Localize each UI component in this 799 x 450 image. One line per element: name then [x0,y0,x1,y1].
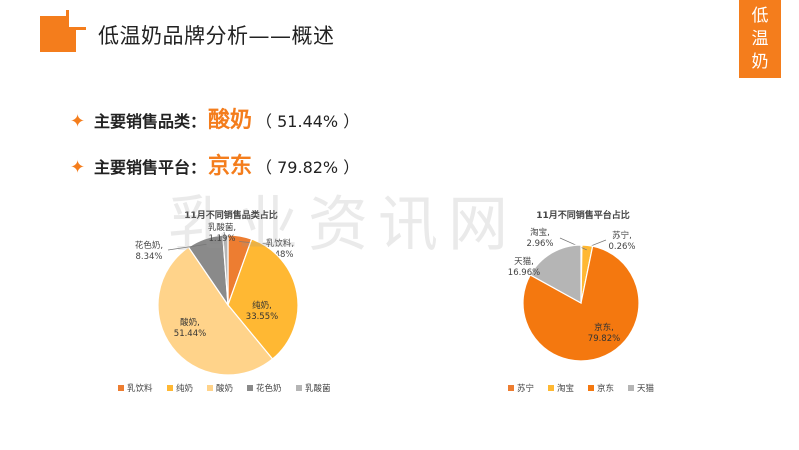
corner-tag-char: 温 [751,29,769,49]
leader-line [223,231,226,241]
highlight-category: ✦ 主要销售品类： 酸奶 （ 51.44% ） [70,102,360,133]
legend-label: 苏宁 [517,383,534,394]
page-title: 低温奶品牌分析——概述 [98,24,335,48]
slice-label: 花色奶, 8.34% [135,240,163,262]
legend-label: 乳酸菌 [305,383,331,394]
legend-swatch [118,385,124,391]
title-logo-notch [66,10,86,30]
legend-swatch [508,385,514,391]
legend-label: 花色奶 [256,383,282,394]
legend-swatch [207,385,213,391]
corner-tag: 低 温 奶 [739,0,781,78]
highlight-value: 京东 [208,154,253,179]
slice-label: 天猫, 16.96% [508,256,540,278]
chart-title: 11月不同销售平台占比 [536,209,630,221]
corner-tag-char: 奶 [751,52,769,72]
legend-swatch [247,385,253,391]
star-bullet-icon: ✦ [70,111,86,132]
legend-label: 纯奶 [176,383,193,394]
pie-slice-纯奶 [227,238,299,360]
legend-swatch [548,385,554,391]
legend-swatch [296,385,302,391]
leader-line [559,237,587,251]
highlight-value: 酸奶 [208,108,253,133]
highlight-percent: （ 51.44% ） [256,112,360,131]
leader-line [167,243,207,251]
highlight-platform: ✦ 主要销售平台： 京东 （ 79.82% ） [70,148,360,179]
highlight-percent: （ 79.82% ） [256,158,360,177]
legend-label: 京东 [597,383,614,394]
highlight-label: 主要销售平台： [94,158,207,177]
slice-label: 京东, 79.82% [588,322,620,344]
legend-swatch [167,385,173,391]
corner-tag-char: 低 [751,6,769,26]
chart-title: 11月不同销售品类占比 [184,209,278,221]
highlight-label: 主要销售品类： [94,112,207,131]
pie-slice-天猫 [529,244,582,305]
star-bullet-icon: ✦ [70,157,86,178]
slice-label: 纯奶, 33.55% [246,300,278,322]
pie-slice-乳酸菌 [222,234,229,306]
legend-label: 乳饮料 [127,383,153,394]
slice-label: 酸奶, 51.44% [174,317,206,339]
pie-slice-酸奶 [157,246,274,376]
legend-swatch [588,385,594,391]
legend-label: 酸奶 [216,383,233,394]
legend-label: 天猫 [637,383,655,394]
slice-label: 淘宝, 2.96% [526,227,553,249]
legend-label: 淘宝 [557,383,574,394]
legend-swatch [628,385,634,391]
slice-label: 乳饮料, 5.48% [266,238,294,260]
slice-label: 乳酸菌, 1.19% [208,222,236,244]
slice-label: 苏宁, 0.26% [608,230,635,252]
